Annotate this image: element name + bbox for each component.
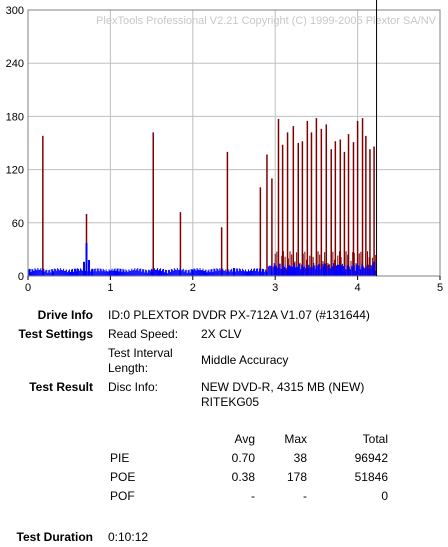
y-tick-label: 180 xyxy=(6,111,24,123)
interval-label-line2: Length: xyxy=(108,361,149,375)
x-tick-label: 5 xyxy=(437,282,443,294)
y-axis-ticks: 0 60 120 180 240 300 xyxy=(6,5,24,283)
x-tick-label: 3 xyxy=(272,282,278,294)
max-header: Max xyxy=(284,432,307,446)
x-tick-label: 2 xyxy=(190,282,196,294)
test-duration-label: Test Duration xyxy=(16,530,93,544)
copyright-watermark: PlexTools Professional V2.21 Copyright (… xyxy=(96,15,437,27)
poe-row-avg: 0.38 xyxy=(231,470,255,484)
pie-row-name: PIE xyxy=(110,451,130,465)
pie-row-total: 96942 xyxy=(354,451,388,465)
pie-series xyxy=(27,243,376,276)
disc-info-label: Disc Info: xyxy=(108,380,159,394)
interval-label-line1: Test Interval xyxy=(108,346,173,360)
drive-info-label: Drive Info xyxy=(37,308,93,322)
test-duration-value: 0:10:12 xyxy=(108,530,149,544)
test-settings-label: Test Settings xyxy=(18,327,93,341)
y-tick-label: 240 xyxy=(6,58,24,70)
poe-series xyxy=(42,118,377,276)
read-speed-value: 2X CLV xyxy=(201,327,242,341)
chart-grid xyxy=(27,9,441,277)
test-result-label: Test Result xyxy=(29,380,93,394)
poe-row-total: 51846 xyxy=(354,470,388,484)
avg-header: Avg xyxy=(234,432,255,446)
x-axis-ticks: 0 1 2 3 4 5 xyxy=(25,276,443,294)
pof-row-max: - xyxy=(303,489,307,503)
y-tick-label: 0 xyxy=(18,271,24,283)
read-speed-label: Read Speed: xyxy=(108,327,179,341)
pie-row-avg: 0.70 xyxy=(231,451,255,465)
x-tick-label: 4 xyxy=(355,282,361,294)
disc-info-value-line2: RITEKG05 xyxy=(201,395,260,409)
pof-row-name: POF xyxy=(110,489,135,503)
pof-row-total: 0 xyxy=(381,489,388,503)
poe-row-name: POE xyxy=(110,470,136,484)
disc-info-value-line1: NEW DVD-R, 4315 MB (NEW) xyxy=(201,380,365,394)
error-chart: PlexTools Professional V2.21 Copyright (… xyxy=(6,0,443,294)
chart-frame xyxy=(27,9,441,277)
y-tick-label: 300 xyxy=(6,5,24,17)
total-header: Total xyxy=(362,432,388,446)
drive-info-value: ID:0 PLEXTOR DVDR PX-712A V1.07 (#131644… xyxy=(108,308,370,322)
y-tick-label: 120 xyxy=(6,165,24,177)
x-tick-label: 1 xyxy=(107,282,113,294)
pie-row-max: 38 xyxy=(293,451,307,465)
interval-value: Middle Accuracy xyxy=(201,353,289,367)
pof-row-avg: - xyxy=(251,489,255,503)
x-tick-label: 0 xyxy=(25,282,31,294)
poe-row-max: 178 xyxy=(286,470,307,484)
y-tick-label: 60 xyxy=(12,218,24,230)
